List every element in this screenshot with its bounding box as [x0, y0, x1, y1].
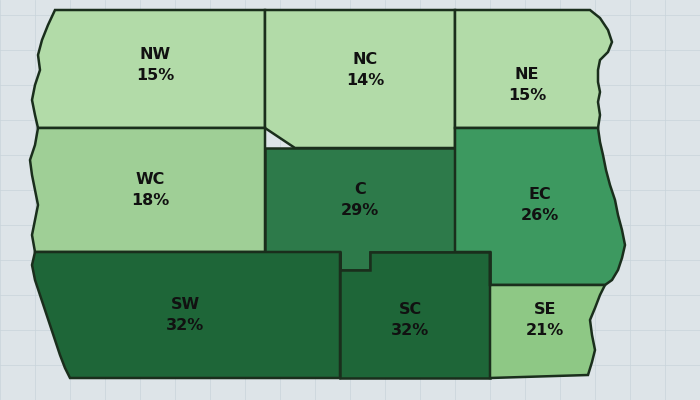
Polygon shape: [455, 10, 612, 128]
Text: NC
14%: NC 14%: [346, 52, 384, 88]
Text: WC
18%: WC 18%: [131, 172, 169, 208]
Text: SW
32%: SW 32%: [166, 297, 204, 333]
Text: NE
15%: NE 15%: [508, 67, 546, 103]
Polygon shape: [32, 252, 340, 378]
Text: SE
21%: SE 21%: [526, 302, 564, 338]
Polygon shape: [32, 10, 265, 128]
Polygon shape: [340, 252, 490, 378]
Text: NW
15%: NW 15%: [136, 47, 174, 83]
Polygon shape: [265, 10, 455, 148]
Polygon shape: [265, 148, 455, 270]
Polygon shape: [490, 252, 605, 378]
Polygon shape: [455, 128, 625, 285]
Text: SC
32%: SC 32%: [391, 302, 429, 338]
Text: EC
26%: EC 26%: [521, 187, 559, 223]
Polygon shape: [30, 128, 265, 252]
Text: C
29%: C 29%: [341, 182, 379, 218]
